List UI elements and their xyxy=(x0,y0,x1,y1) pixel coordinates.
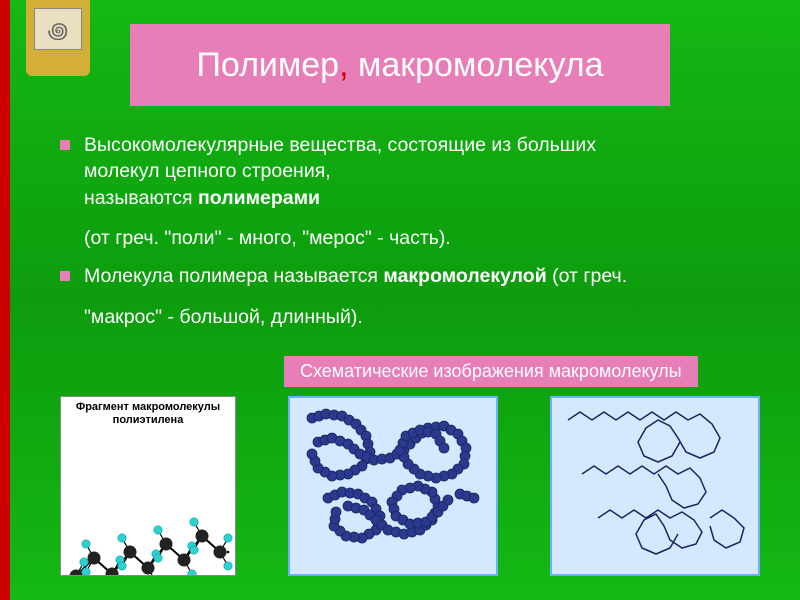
title-box: Полимер, макромолекула xyxy=(130,24,670,106)
bullet-marker xyxy=(60,140,70,150)
panel-1-caption: Фрагмент макромолекулы полиэтилена xyxy=(76,397,220,426)
body-text: Высокомолекулярные вещества, состоящие и… xyxy=(60,132,760,342)
panel-zigzag xyxy=(550,396,760,576)
bullet-marker xyxy=(60,271,70,281)
bead-chain-diagram xyxy=(288,398,498,574)
bullet-text: Высокомолекулярные вещества, состоящие и… xyxy=(84,132,596,251)
panel-1-caption-line2: полиэтилена xyxy=(113,414,184,426)
corner-ornament-icon: ꩜ xyxy=(34,8,82,50)
images-subtitle: Схематические изображения макромолекулы xyxy=(284,356,698,387)
panel-polyethylene: Фрагмент макромолекулы полиэтилена xyxy=(60,396,236,576)
polyethylene-diagram xyxy=(60,426,236,575)
corner-ornament: ꩜ xyxy=(26,0,90,76)
title-word-2: макромолекула xyxy=(349,46,604,84)
slide: ꩜ Полимер, макромолекула Высокомолекуляр… xyxy=(0,0,800,600)
bullet: Молекула полимера называется макромолеку… xyxy=(60,263,760,330)
zigzag-chain-diagram xyxy=(550,398,760,574)
slide-title: Полимер, макромолекула xyxy=(196,46,603,85)
panel-1-caption-line1: Фрагмент макромолекулы xyxy=(76,401,220,413)
title-comma: , xyxy=(339,46,348,84)
panel-beads xyxy=(288,396,498,576)
title-word-1: Полимер xyxy=(196,46,339,84)
bullet: Высокомолекулярные вещества, состоящие и… xyxy=(60,132,760,251)
bullet-text: Молекула полимера называется макромолеку… xyxy=(84,263,627,330)
left-red-strip xyxy=(0,0,10,600)
image-panels: Фрагмент макромолекулы полиэтилена xyxy=(60,396,760,576)
